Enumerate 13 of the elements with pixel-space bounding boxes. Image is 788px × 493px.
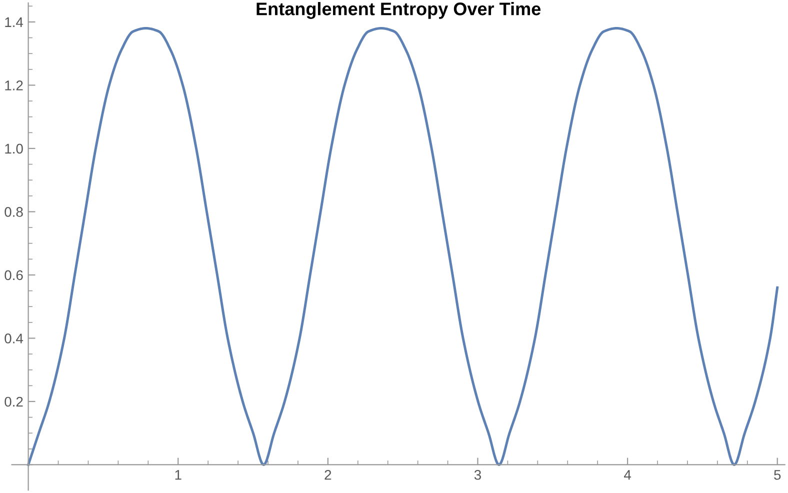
- x-tick-label: 4: [624, 470, 631, 480]
- y-tick-label: 1.0: [5, 144, 23, 154]
- x-tick-label: 3: [474, 470, 481, 480]
- y-tick-label: 0.2: [4, 396, 23, 407]
- y-tick-label: 0.6: [4, 270, 23, 280]
- y-tick-label: 1.4: [5, 17, 24, 27]
- y-tick-label: 0.4: [4, 334, 24, 344]
- x-tick-label: 5: [774, 470, 781, 480]
- y-tick-label: 0.8: [4, 207, 23, 217]
- x-tick-label: 1: [175, 470, 182, 480]
- y-tick-label: 1.2: [5, 80, 23, 90]
- x-tick-label: 2: [324, 470, 332, 480]
- chart-title: Entanglement Entropy Over Time: [256, 2, 541, 19]
